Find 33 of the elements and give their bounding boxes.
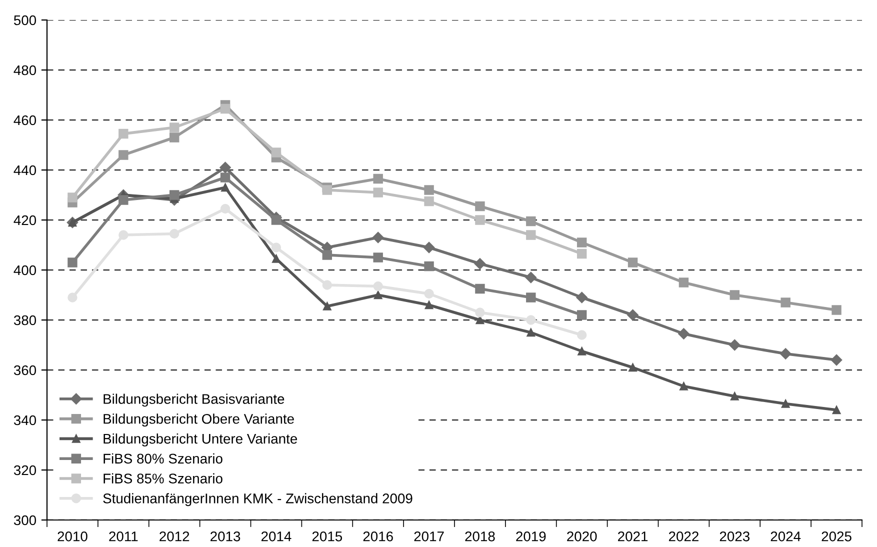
x-tick-label: 2021 [618,531,648,542]
y-tick-label: 460 [14,115,36,126]
x-tick-label: 2025 [822,531,852,542]
x-tick-label: 2010 [58,531,88,542]
y-tick-label: 340 [14,415,36,426]
x-tick-label: 2020 [567,531,597,542]
y-tick-label: 440 [14,165,36,176]
x-tick-label: 2023 [720,531,750,542]
x-tick-label: 2012 [160,531,190,542]
y-tick-label: 300 [14,515,36,526]
x-tick-label: 2014 [261,531,292,542]
legend-label: Bildungsbericht Untere Variante [104,433,298,446]
legend-label: FiBS 85% Szenario [104,473,222,484]
y-tick-label: 400 [14,265,36,276]
y-tick-label: 500 [14,15,36,26]
y-tick-label: 480 [14,65,36,76]
x-tick-label: 2016 [363,531,393,542]
legend-label: FiBS 80% Szenario [104,453,222,464]
legend-label: Bildungsbericht Basisvariante [104,394,284,407]
y-tick-label: 420 [14,215,36,226]
y-tick-label: 380 [14,315,36,326]
x-tick-label: 2011 [109,531,138,542]
y-tick-label: 320 [14,465,36,476]
x-tick-label: 2018 [465,531,495,542]
x-tick-label: 2015 [312,531,342,542]
legend-label: Bildungsbericht Obere Variante [104,414,294,427]
x-tick-label: 2013 [210,531,240,542]
x-tick-label: 2022 [668,531,698,542]
x-tick-label: 2019 [516,531,546,542]
x-tick-label: 2017 [414,531,444,542]
legend-label: StudienanfängerInnen KMK - Zwischenstand 2009 [103,493,412,506]
x-tick-label: 2024 [770,531,801,542]
y-tick-label: 360 [14,365,36,376]
